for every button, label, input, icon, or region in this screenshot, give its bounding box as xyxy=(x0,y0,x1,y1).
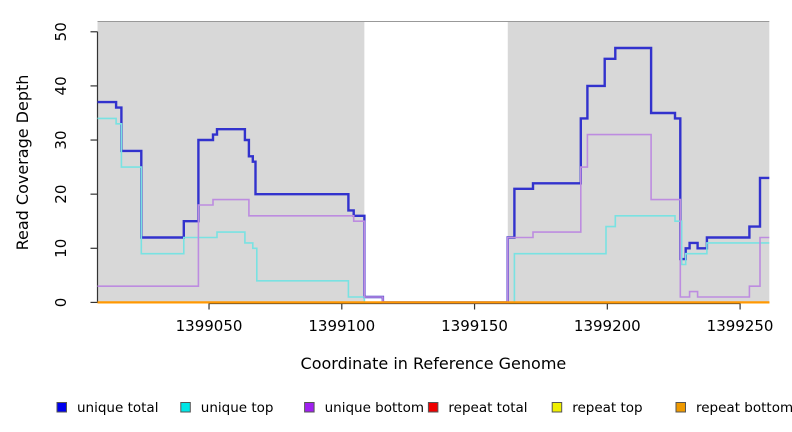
y-tick-label: 40 xyxy=(52,76,70,95)
legend-swatch-unique-total xyxy=(56,402,67,413)
y-tick-label: 30 xyxy=(52,130,70,149)
legend-swatch-unique-bottom xyxy=(304,402,315,413)
x-tick-label: 1399200 xyxy=(574,317,641,335)
legend-item-repeat-top: repeat top xyxy=(551,400,643,416)
legend-label-repeat-top: repeat top xyxy=(572,400,642,416)
y-tick-label: 10 xyxy=(52,239,70,258)
legend-item-unique-total: unique total xyxy=(56,400,158,416)
legend-label-unique-total: unique total xyxy=(77,400,158,416)
legend-label-unique-bottom: unique bottom xyxy=(325,400,424,416)
legend-item-repeat-total: repeat total xyxy=(427,400,528,416)
unique-bottom-line xyxy=(97,133,770,304)
x-axis-title: Coordinate in Reference Genome xyxy=(301,354,567,373)
y-axis-title: Read Coverage Depth xyxy=(13,75,32,251)
legend-label-unique-top: unique top xyxy=(201,400,274,416)
y-tick-label: 20 xyxy=(52,185,70,204)
legend-label-repeat-total: repeat total xyxy=(448,400,527,416)
legend-swatch-repeat-total xyxy=(427,402,439,413)
unique-top-line xyxy=(97,117,770,304)
x-tick-label: 1399100 xyxy=(308,317,375,335)
legend-swatch-repeat-top xyxy=(551,402,563,413)
legend-item-unique-top: unique top xyxy=(180,400,274,416)
legend-item-unique-bottom: unique bottom xyxy=(304,400,424,416)
x-tick-label: 1399150 xyxy=(441,317,508,335)
x-tick-label: 1399050 xyxy=(176,317,243,335)
y-tick-label: 50 xyxy=(52,22,70,41)
legend-item-repeat-bottom: repeat bottom xyxy=(675,400,792,416)
legend-swatch-repeat-bottom xyxy=(675,402,686,413)
x-tick-label: 1399250 xyxy=(707,317,774,335)
legend-label-repeat-bottom: repeat bottom xyxy=(696,400,792,416)
coverage-gap-band xyxy=(364,21,508,304)
y-tick-label: 0 xyxy=(52,298,70,308)
legend-swatch-unique-top xyxy=(180,402,191,413)
